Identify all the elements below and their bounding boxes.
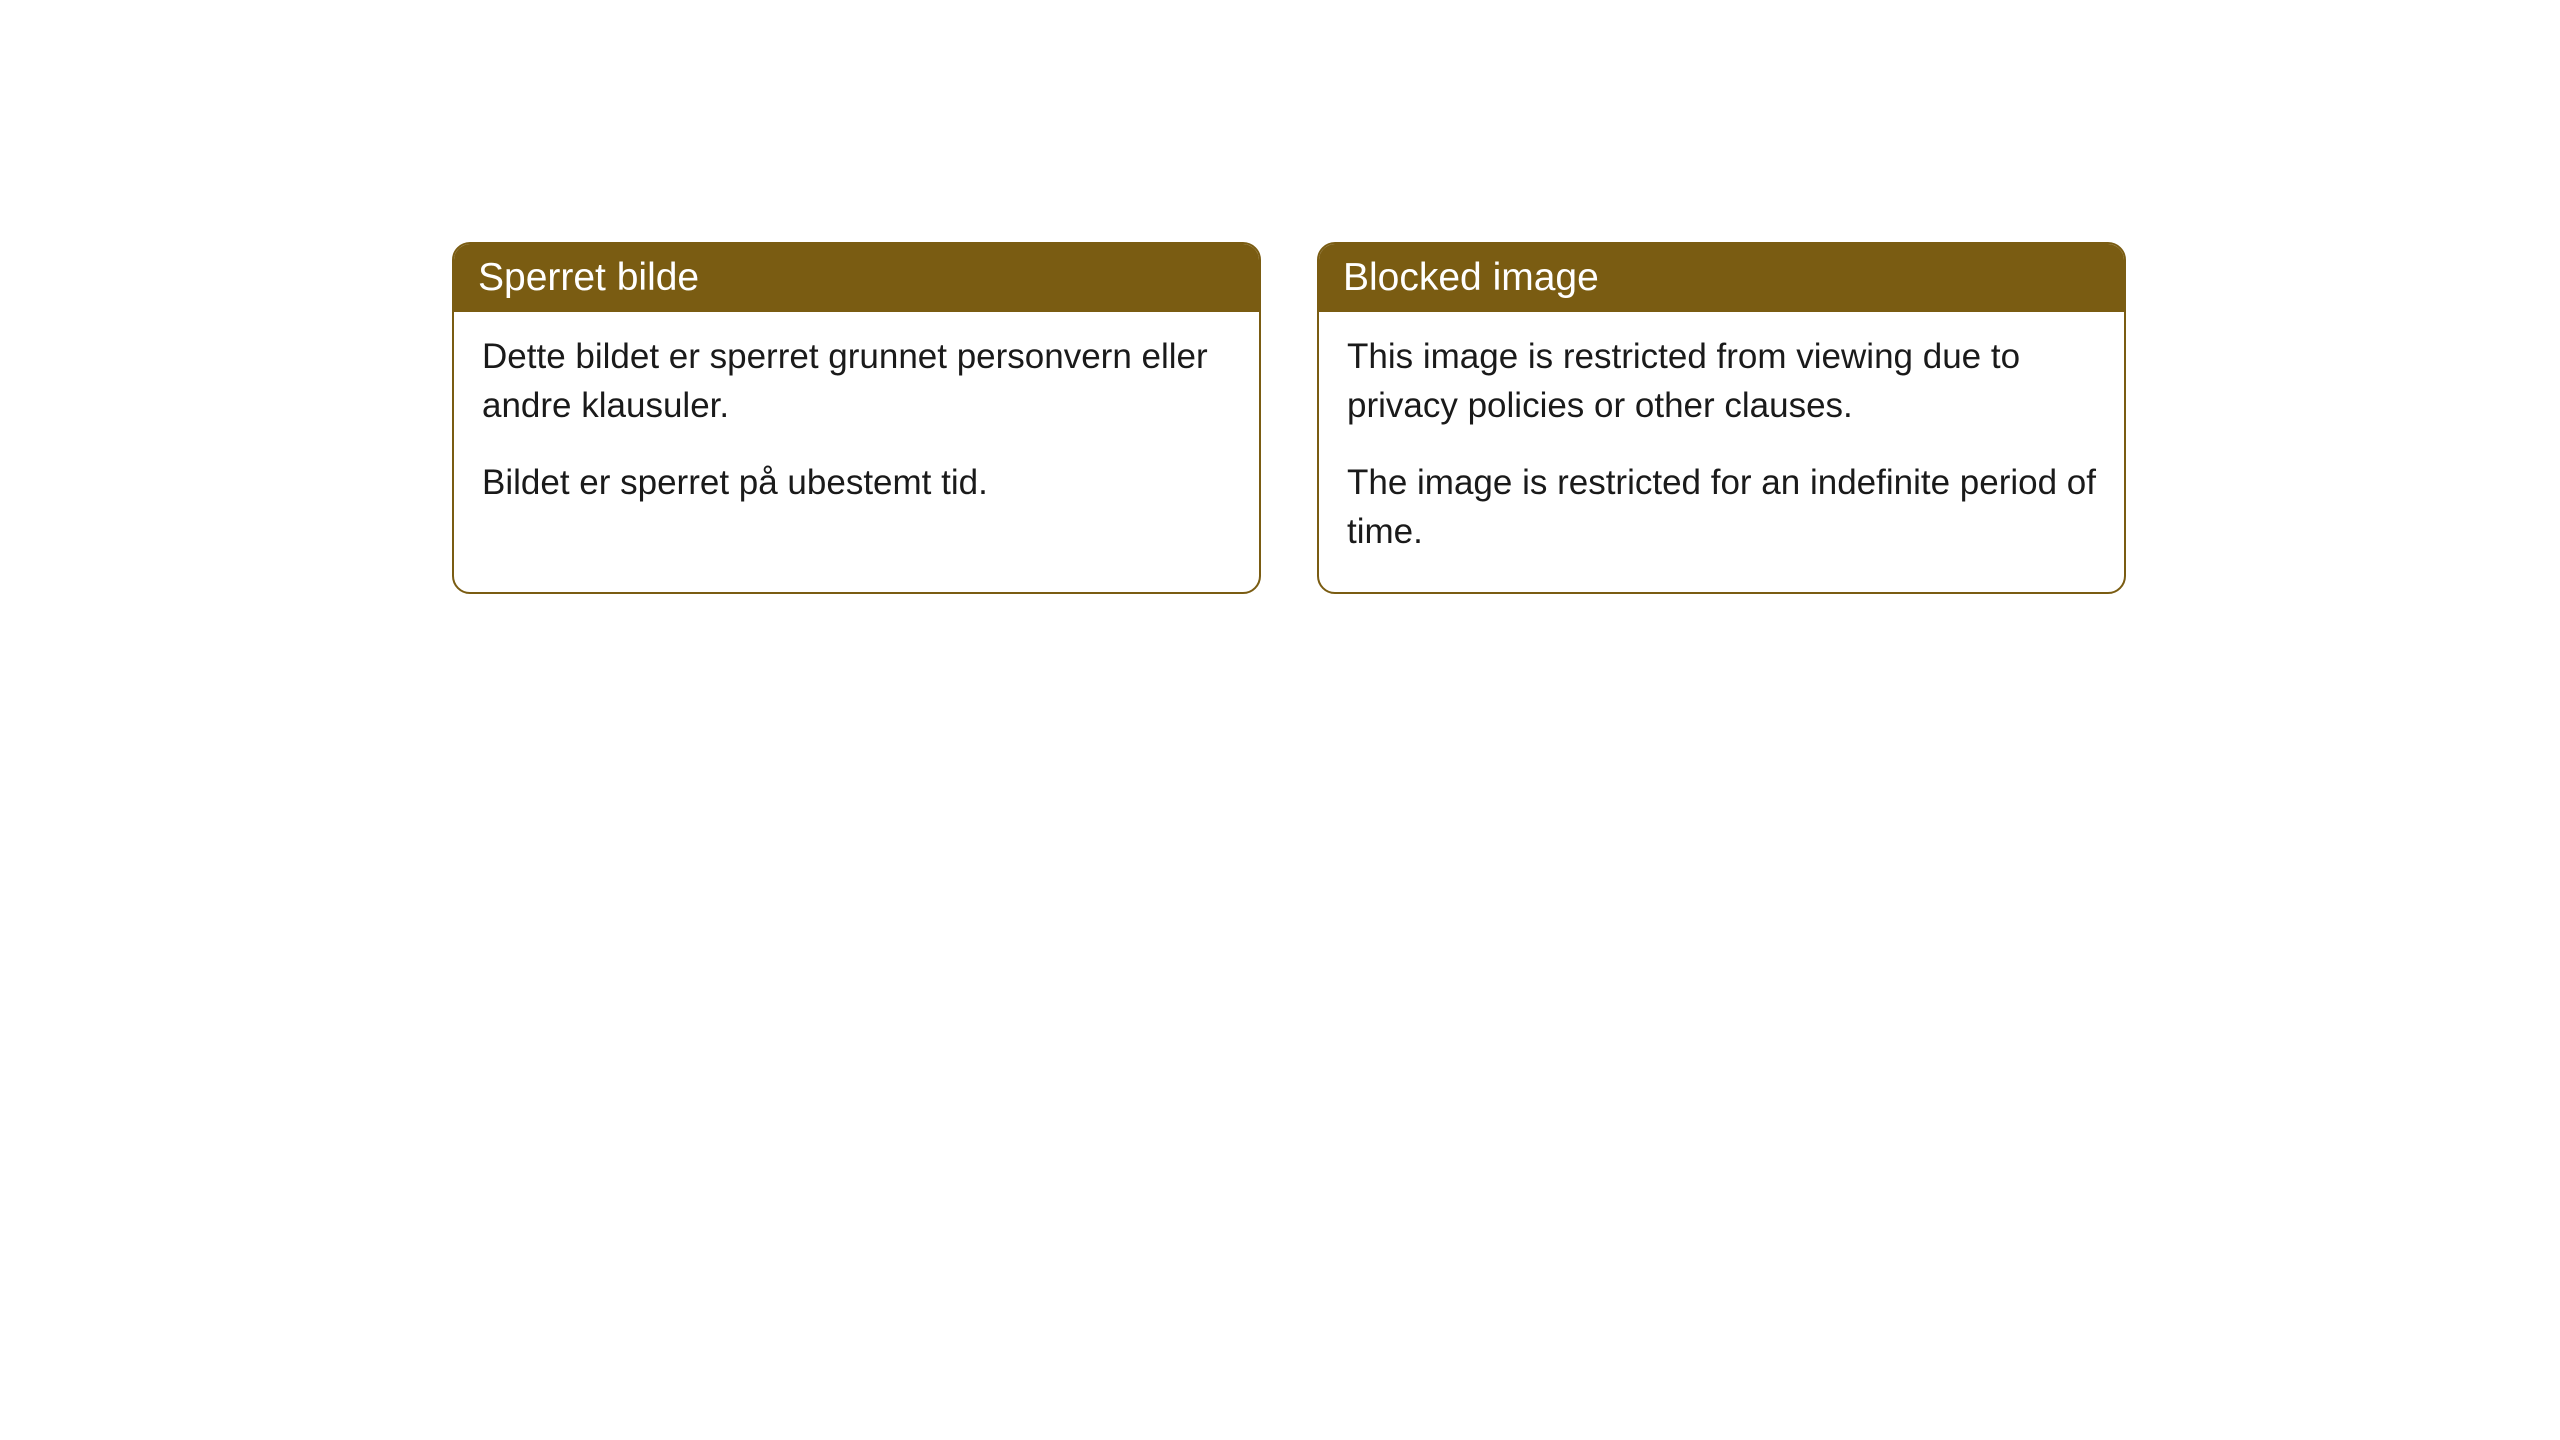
notice-title-english: Blocked image [1343,256,1599,299]
notice-title-norwegian: Sperret bilde [478,256,699,299]
notice-paragraph-english-1: This image is restricted from viewing du… [1347,332,2096,430]
notice-header-norwegian: Sperret bilde [454,244,1259,312]
notice-paragraph-norwegian-2: Bildet er sperret på ubestemt tid. [482,458,1231,507]
notice-body-english: This image is restricted from viewing du… [1319,312,2124,592]
notice-card-english: Blocked image This image is restricted f… [1317,242,2126,594]
notice-card-norwegian: Sperret bilde Dette bildet er sperret gr… [452,242,1261,594]
notice-body-norwegian: Dette bildet er sperret grunnet personve… [454,312,1259,543]
notice-container: Sperret bilde Dette bildet er sperret gr… [0,0,2560,594]
notice-paragraph-norwegian-1: Dette bildet er sperret grunnet personve… [482,332,1231,430]
notice-paragraph-english-2: The image is restricted for an indefinit… [1347,458,2096,556]
notice-header-english: Blocked image [1319,244,2124,312]
